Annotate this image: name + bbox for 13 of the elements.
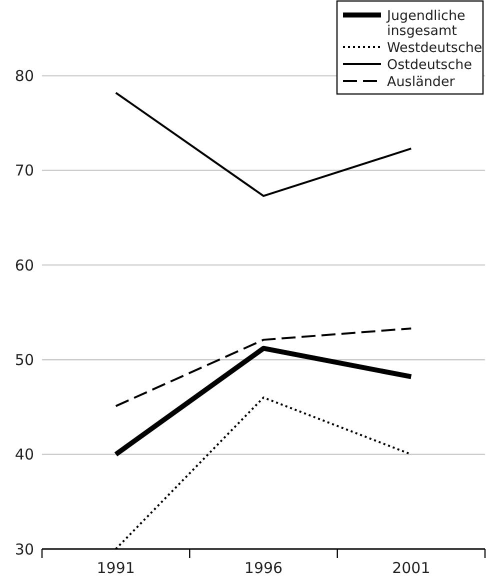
legend-label: Ostdeutsche [387,57,472,73]
legend-label: Jugendliche insgesamt [386,8,466,39]
y-tick-label: 80 [14,66,34,85]
y-tick-label: 40 [14,446,34,464]
legend-label: Ausländer [387,74,456,90]
x-tick-label: 2001 [392,559,430,577]
y-tick-label: 50 [14,350,34,369]
legend-label: Westdeutsche [387,40,482,56]
y-tick-label: 30 [14,540,34,558]
y-tick-label: 70 [14,162,34,180]
x-tick-label: 1996 [244,559,283,577]
x-tick-label: 1991 [96,559,135,577]
y-tick-label: 60 [14,256,34,274]
